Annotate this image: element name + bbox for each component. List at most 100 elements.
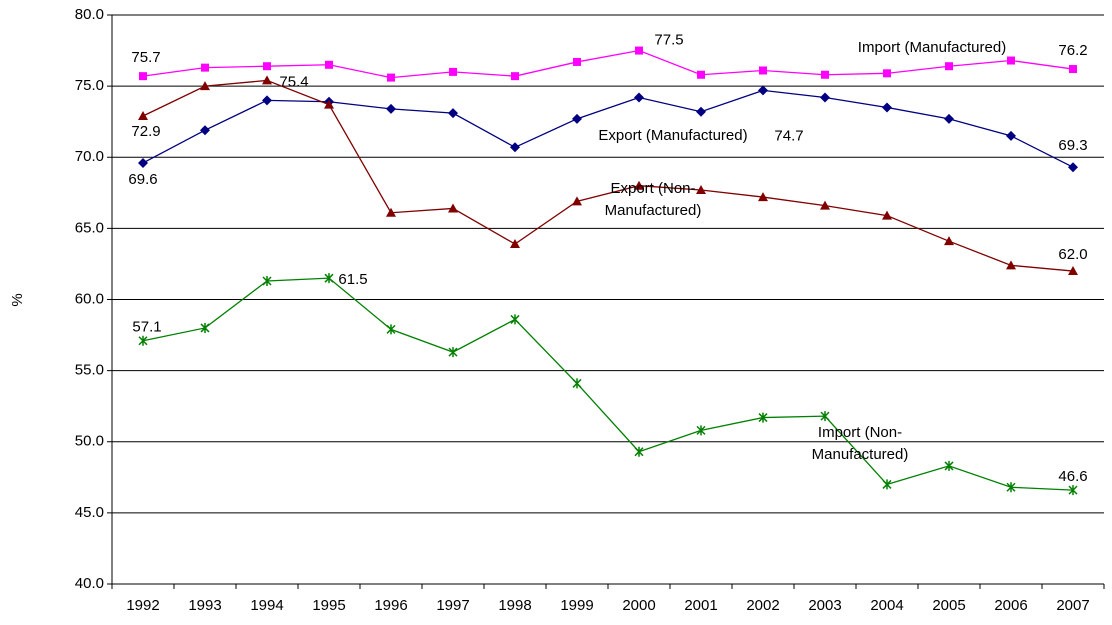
marker (572, 113, 582, 124)
marker (448, 347, 458, 358)
marker (386, 103, 396, 114)
marker (510, 239, 520, 249)
value-label: 76.2 (1058, 42, 1087, 59)
marker (449, 67, 457, 76)
marker (200, 125, 210, 136)
value-label: 62.0 (1058, 246, 1087, 263)
value-label: 57.1 (132, 319, 161, 336)
marker (572, 378, 582, 389)
marker (1068, 162, 1078, 173)
marker (882, 102, 892, 113)
value-label: 46.6 (1058, 468, 1087, 485)
series: 72.9 75.4 62.0 (131, 73, 1088, 276)
marker (324, 99, 334, 109)
x-tick-label: 2001 (684, 597, 717, 614)
marker (511, 72, 519, 81)
y-axis-label: % (9, 293, 26, 306)
marker (263, 62, 271, 71)
value-label: 74.7 (774, 127, 803, 144)
marker (1069, 65, 1077, 74)
value-label: 75.4 (279, 73, 308, 90)
marker (635, 46, 643, 55)
marker (573, 57, 581, 66)
y-tick-label: 45.0 (75, 504, 104, 521)
marker (883, 69, 891, 78)
marker (510, 314, 520, 325)
y-tick-label: 55.0 (75, 362, 104, 379)
marker (882, 210, 892, 220)
marker (138, 157, 148, 168)
series: 75.7 77.5 76.2 (131, 32, 1088, 82)
x-tick-label: 2000 (622, 597, 655, 614)
marker (1068, 266, 1078, 276)
marker (139, 72, 147, 81)
marker (759, 66, 767, 75)
marker (138, 335, 148, 346)
line (142, 49, 1074, 79)
x-tick-label: 1994 (250, 597, 283, 614)
marker (262, 75, 272, 85)
marker (448, 108, 458, 119)
marker (201, 63, 209, 72)
marker (634, 180, 644, 190)
marker (944, 460, 954, 471)
y-tick-label: 50.0 (75, 433, 104, 450)
line (142, 79, 1074, 272)
marker (944, 113, 954, 124)
marker (138, 110, 148, 120)
marker (820, 411, 830, 422)
marker (696, 184, 706, 194)
marker (448, 203, 458, 213)
marker (696, 106, 706, 117)
line (142, 277, 1074, 491)
x-tick-label: 2006 (994, 597, 1027, 614)
series: 69.6 74.7 69.3 (128, 85, 1088, 188)
marker (697, 70, 705, 79)
value-label: 75.7 (131, 49, 160, 66)
x-tick-label: 1996 (374, 597, 407, 614)
y-tick-label: 80.0 (75, 6, 104, 23)
marker (820, 92, 830, 103)
marker (821, 70, 829, 79)
marker (696, 425, 706, 436)
marker (634, 446, 644, 457)
x-tick-label: 1993 (188, 597, 221, 614)
marker (387, 73, 395, 82)
marker (1006, 260, 1016, 270)
y-tick-label: 60.0 (75, 290, 104, 307)
marker (386, 207, 396, 217)
x-tick-label: 1999 (560, 597, 593, 614)
x-tick-label: 1995 (312, 597, 345, 614)
y-tick-label: 65.0 (75, 219, 104, 236)
marker (945, 62, 953, 71)
value-label: 77.5 (654, 32, 683, 49)
marker (634, 92, 644, 103)
series-label: Export (Manufactured) (598, 127, 748, 144)
y-tick-label: 75.0 (75, 77, 104, 94)
x-tick-label: 2004 (870, 597, 903, 614)
x-tick-label: 2005 (932, 597, 965, 614)
x-tick-label: 1997 (436, 597, 469, 614)
marker (200, 81, 210, 91)
marker (325, 60, 333, 69)
series: 57.1 61.5 46.6 (132, 271, 1088, 496)
marker (882, 479, 892, 490)
series-label: Import (Manufactured) (857, 39, 1007, 56)
value-label: 69.3 (1058, 137, 1087, 154)
marker (1007, 56, 1015, 65)
marker (758, 85, 768, 96)
marker (510, 142, 520, 153)
marker (262, 276, 272, 287)
line (142, 89, 1074, 168)
value-label: 72.9 (131, 123, 160, 140)
marker (200, 322, 210, 333)
marker (758, 192, 768, 202)
marker (1006, 130, 1016, 141)
value-label: 69.6 (128, 171, 157, 188)
marker (944, 236, 954, 246)
marker (1006, 482, 1016, 493)
x-tick-label: 1992 (126, 597, 159, 614)
marker (758, 412, 768, 423)
